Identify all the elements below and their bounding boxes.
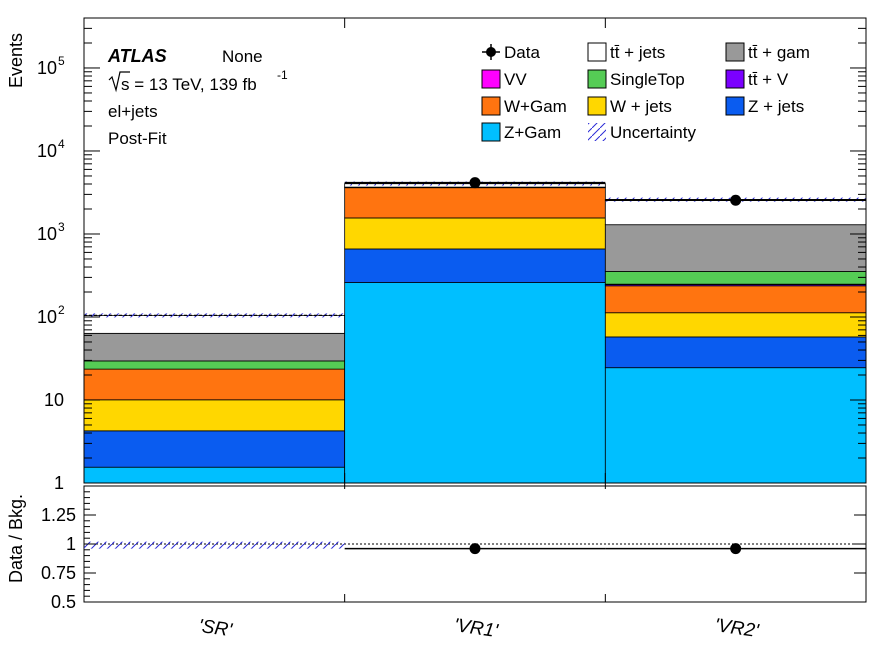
energy-text: s = 13 TeV, 139 fb xyxy=(121,75,257,94)
legend-data-label: Data xyxy=(504,43,540,62)
y-tick-label-5: 10 xyxy=(37,58,57,78)
bar-w-gam-0 xyxy=(83,368,346,401)
data-point-2 xyxy=(730,194,742,206)
y-tick-label-2: 10 xyxy=(37,307,57,327)
ratio-y-axis-title: Data / Bkg. xyxy=(6,494,26,583)
bar-z-gam-1 xyxy=(344,282,606,484)
legend-uncertainty-label: Uncertainty xyxy=(610,123,696,142)
legend-tt-v-label: tt̄ + V xyxy=(748,70,789,89)
legend-vv-label: VV xyxy=(504,70,527,89)
legend-z-jets-label: Z + jets xyxy=(748,97,804,116)
bar-w-jets-0 xyxy=(83,399,346,432)
bar-tt-jets-0 xyxy=(83,314,346,334)
legend-w-jets-swatch xyxy=(587,96,607,116)
ratio-y-tick-label-3: 1.25 xyxy=(41,505,76,525)
bar-z-gam-2 xyxy=(604,367,867,484)
y-tick-label-3: 10 xyxy=(37,224,57,244)
ratio-y-tick-label-0: 0.5 xyxy=(51,592,76,612)
ratio-y-tick-label-2: 1 xyxy=(66,534,76,554)
bar-tt-gam-0 xyxy=(83,332,346,362)
ratio-point-2 xyxy=(730,543,742,555)
bar-z-jets-2 xyxy=(604,336,867,369)
legend-singletop-swatch xyxy=(587,69,607,89)
fit-label: Post-Fit xyxy=(108,129,167,148)
bar-z-jets-0 xyxy=(83,430,346,468)
energy-label: s = 13 TeV, 139 fb -1 xyxy=(108,68,288,94)
category-label-vr2: 'VR2' xyxy=(713,615,761,642)
legend-z-gam-swatch xyxy=(481,122,501,142)
legend-w-jets-label: W + jets xyxy=(610,97,672,116)
bar-w-jets-2 xyxy=(604,312,867,338)
legend-tt-v-swatch xyxy=(725,69,745,89)
legend: Data tt̄ + jets tt̄ + gam VV SingleTop tt̄ + … xyxy=(481,42,810,142)
y-tick-label-0: 1 xyxy=(54,473,64,493)
y-tick-exponent-5: 5 xyxy=(58,54,65,68)
y-axis-title: Events xyxy=(6,33,26,88)
bar-w-gam-1 xyxy=(344,187,606,219)
energy-exponent: -1 xyxy=(277,68,288,82)
bar-z-jets-1 xyxy=(344,248,606,283)
main-data-points xyxy=(344,177,866,206)
legend-tt-gam-label: tt̄ + gam xyxy=(748,43,810,62)
legend-z-gam-label: Z+Gam xyxy=(504,123,561,142)
ratio-y-tick-label-1: 0.75 xyxy=(41,563,76,583)
legend-tt-jets-label: tt̄ + jets xyxy=(610,43,665,62)
legend-vv-swatch xyxy=(481,69,501,89)
bar-singletop-0 xyxy=(83,360,346,370)
category-label-sr: 'SR' xyxy=(197,616,235,642)
ratio-panel: 0.5 0.75 1 1.25 xyxy=(41,485,867,612)
y-tick-exponent-2: 2 xyxy=(58,303,65,317)
channel-label: el+jets xyxy=(108,102,158,121)
bar-w-jets-1 xyxy=(344,217,606,250)
ratio-point-1 xyxy=(469,543,481,555)
legend-data-marker xyxy=(486,47,496,57)
legend-singletop-label: SingleTop xyxy=(610,70,685,89)
y-tick-label-1: 10 xyxy=(44,390,64,410)
data-point-1 xyxy=(469,177,481,189)
main-plot-border xyxy=(83,17,867,484)
legend-z-jets-swatch xyxy=(725,96,745,116)
bar-tt-gam-2 xyxy=(604,224,867,272)
ratio-uncertainty-band-0 xyxy=(84,541,345,549)
legend-w-gam-swatch xyxy=(481,96,501,116)
bar-z-gam-0 xyxy=(83,466,346,484)
atlas-label: ATLAS xyxy=(107,46,167,66)
bar-singletop-2 xyxy=(604,271,867,285)
status-label: None xyxy=(222,47,263,66)
legend-uncertainty-swatch xyxy=(588,123,606,141)
legend-tt-gam-swatch xyxy=(725,42,745,62)
y-tick-exponent-3: 3 xyxy=(58,220,65,234)
legend-tt-jets-swatch xyxy=(587,42,607,62)
main-plot-bars xyxy=(83,181,867,484)
bar-w-gam-2 xyxy=(604,285,867,314)
y-tick-label-4: 10 xyxy=(37,141,57,161)
sqrt-icon xyxy=(108,71,130,93)
legend-w-gam-label: W+Gam xyxy=(504,97,567,116)
category-label-vr1: 'VR1' xyxy=(452,615,500,642)
y-tick-exponent-4: 4 xyxy=(58,137,65,151)
